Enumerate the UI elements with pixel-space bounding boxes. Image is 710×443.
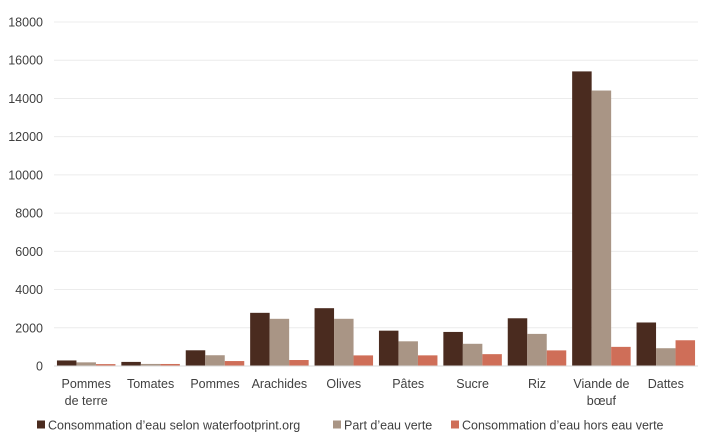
y-tick-label: 6000 xyxy=(15,245,43,259)
x-category-label-line: Pommes xyxy=(190,377,239,391)
bar xyxy=(591,90,612,367)
bar xyxy=(482,354,502,366)
x-category-label: Pommes de terre xyxy=(62,377,111,408)
bar xyxy=(378,330,399,366)
x-category-label-line: de terre xyxy=(65,394,108,408)
x-category-label-line: Viande de xyxy=(573,377,629,391)
bar xyxy=(656,348,676,366)
x-category-label: Pâtes xyxy=(392,377,424,391)
y-tick-label: 10000 xyxy=(8,168,43,182)
y-tick-label: 2000 xyxy=(15,321,43,335)
x-category-label: Pommes xyxy=(190,377,239,391)
x-category-label-line: bœuf xyxy=(587,394,617,408)
bar xyxy=(95,364,116,366)
bar xyxy=(546,350,567,366)
y-tick-label: 0 xyxy=(36,360,43,374)
bar xyxy=(572,71,592,366)
bar xyxy=(269,318,290,366)
x-category-label-line: Pâtes xyxy=(392,377,424,391)
x-category-label: Tomates xyxy=(127,377,174,391)
bar xyxy=(398,341,418,366)
bar xyxy=(76,362,96,366)
bar xyxy=(205,355,225,366)
gridlines xyxy=(54,21,698,329)
x-category-label: Dattes xyxy=(648,377,684,391)
x-category-label: Viande de bœuf xyxy=(573,377,629,408)
legend-label: Consommation d’eau selon waterfootprint.… xyxy=(48,419,300,433)
y-tick-label: 14000 xyxy=(8,92,43,106)
bar xyxy=(417,355,438,366)
bar xyxy=(334,318,354,366)
x-axis-category-labels: Pommes de terre Tomates Pommes Arachides Oliv… xyxy=(62,377,684,408)
bar xyxy=(443,331,463,366)
legend-swatch xyxy=(451,420,459,429)
x-category-label-line: Pommes xyxy=(62,377,111,391)
legend-label: Consommation d’eau hors eau verte xyxy=(462,419,664,433)
y-axis-tick-labels: 0 2000 4000 6000 8000 10000 12000 14000 16000 180… xyxy=(8,16,43,374)
bar-series xyxy=(56,71,696,367)
y-tick-label: 16000 xyxy=(8,54,43,68)
y-tick-label: 18000 xyxy=(8,16,43,30)
bar xyxy=(289,360,309,366)
bar xyxy=(250,312,270,366)
x-category-label-line: Arachides xyxy=(252,377,308,391)
x-category-label: Arachides xyxy=(252,377,308,391)
x-category-label-line: Riz xyxy=(528,377,546,391)
bar xyxy=(507,318,528,366)
legend-swatch xyxy=(37,420,45,429)
bar xyxy=(224,361,245,366)
x-category-label-line: Dattes xyxy=(648,377,684,391)
bar xyxy=(353,355,374,366)
bar xyxy=(611,346,631,366)
legend: Consommation d’eau selon waterfootprint.… xyxy=(37,419,664,433)
y-tick-label: 8000 xyxy=(15,207,43,221)
x-category-label: Sucre xyxy=(456,377,489,391)
bar xyxy=(636,322,657,366)
y-tick-label: 12000 xyxy=(8,130,43,144)
bar xyxy=(314,308,335,366)
bar xyxy=(160,363,180,366)
legend-label: Part d’eau verte xyxy=(344,419,432,433)
bar xyxy=(121,361,141,366)
x-category-label-line: Olives xyxy=(326,377,361,391)
bar xyxy=(527,333,547,366)
bar xyxy=(462,343,483,366)
bar xyxy=(675,340,696,366)
x-category-label: Riz xyxy=(528,377,546,391)
x-category-label-line: Sucre xyxy=(456,377,489,391)
bar xyxy=(185,350,206,366)
bar xyxy=(56,360,77,366)
y-tick-label: 4000 xyxy=(15,283,43,297)
x-category-label: Olives xyxy=(326,377,361,391)
legend-swatch xyxy=(333,420,341,429)
bar xyxy=(140,363,161,366)
x-category-label-line: Tomates xyxy=(127,377,174,391)
